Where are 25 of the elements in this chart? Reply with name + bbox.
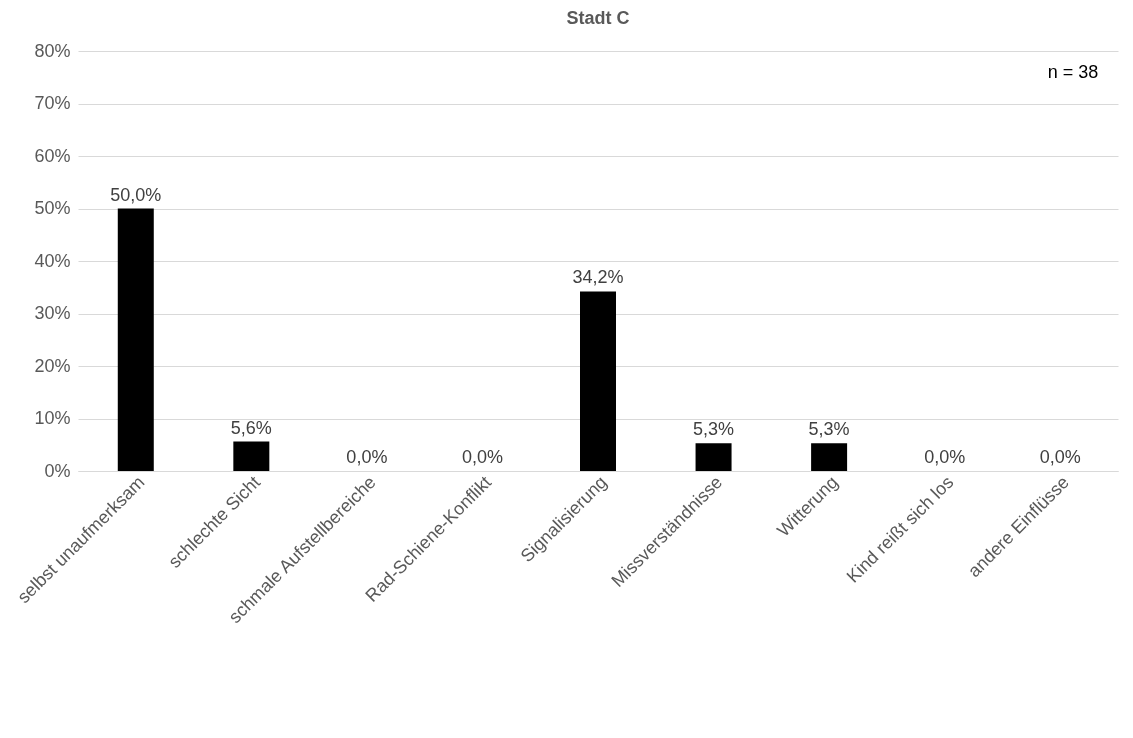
bar [695,443,732,471]
y-tick-label: 50% [34,198,71,218]
bar [117,208,154,471]
y-tick-label: 70% [34,93,71,113]
chart-title: Stadt C [566,8,630,28]
y-tick-label: 10% [34,408,71,428]
y-tick-label: 20% [34,355,71,376]
data-label: 50,0% [110,184,162,205]
y-tick-label: 80% [34,40,71,61]
y-tick-label: 40% [34,250,71,271]
data-label: 5,3% [808,419,850,440]
bar [811,443,848,471]
annotation: n = 38 [1047,62,1099,82]
data-label: 0,0% [924,447,966,467]
data-label: 0,0% [1039,447,1081,467]
bar [233,441,270,471]
y-tick-label: 0% [44,460,71,481]
data-label: 0,0% [346,447,388,467]
data-label: 34,2% [572,267,624,288]
y-tick-label: 60% [34,145,71,166]
bar [580,291,616,471]
data-label: 5,6% [230,417,272,438]
y-tick-label: 30% [34,303,71,323]
data-label: 0,0% [461,447,503,467]
data-label: 5,3% [693,419,735,440]
